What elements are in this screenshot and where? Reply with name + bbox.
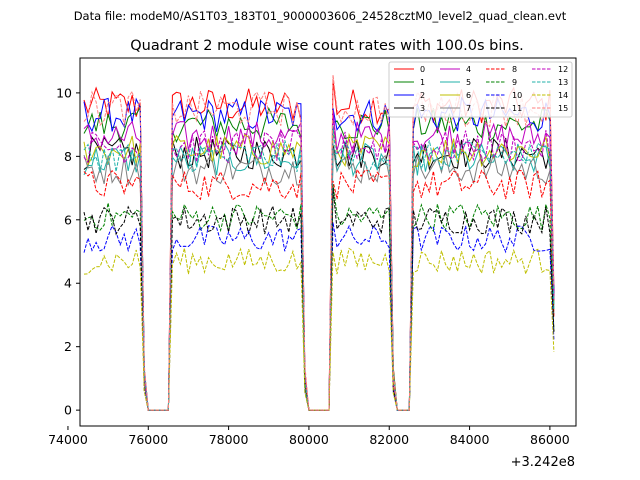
chart-title: Quadrant 2 module wise count rates with … bbox=[130, 38, 524, 54]
legend-label-2: 2 bbox=[420, 91, 425, 100]
legend-label-5: 5 bbox=[466, 78, 471, 87]
x-tick-label: 84000 bbox=[450, 432, 490, 447]
legend-label-11: 11 bbox=[512, 104, 522, 113]
legend-label-12: 12 bbox=[558, 65, 568, 74]
x-tick-label: 74000 bbox=[48, 432, 88, 447]
series-line-5 bbox=[83, 142, 555, 411]
series-line-9 bbox=[83, 184, 555, 411]
legend-label-15: 15 bbox=[558, 104, 568, 113]
legend-label-7: 7 bbox=[466, 104, 471, 113]
series-line-7 bbox=[83, 147, 555, 411]
y-tick-label: 10 bbox=[56, 85, 72, 100]
legend-label-9: 9 bbox=[512, 78, 517, 87]
series-line-8 bbox=[83, 168, 555, 411]
legend-box bbox=[388, 61, 573, 118]
y-tick-label: 2 bbox=[64, 339, 72, 354]
x-offset-label: +3.242e8 bbox=[511, 455, 575, 470]
y-tick-label: 0 bbox=[64, 403, 72, 418]
legend-label-8: 8 bbox=[512, 65, 517, 74]
series-line-6 bbox=[83, 126, 555, 411]
plot-frame bbox=[79, 57, 577, 427]
legend-label-10: 10 bbox=[512, 91, 522, 100]
legend-label-14: 14 bbox=[558, 91, 568, 100]
series-line-4 bbox=[83, 110, 555, 411]
series-line-15 bbox=[83, 74, 555, 411]
x-tick-label: 78000 bbox=[209, 432, 249, 447]
x-tick-label: 82000 bbox=[369, 432, 409, 447]
x-axis: 74000 76000 78000 80000 82000 84000 86000 bbox=[48, 426, 570, 447]
series-line-14 bbox=[83, 247, 555, 411]
series-line-3 bbox=[83, 136, 555, 411]
data-file-label: Data file: modeM0/AS1T03_183T01_90000036… bbox=[74, 9, 567, 23]
series-line-11 bbox=[83, 187, 555, 411]
plot-lines bbox=[83, 74, 555, 411]
y-axis: 0 2 4 6 8 10 bbox=[56, 85, 80, 418]
x-tick-label: 80000 bbox=[289, 432, 329, 447]
legend-label-1: 1 bbox=[420, 78, 425, 87]
y-tick-label: 8 bbox=[64, 149, 72, 164]
series-line-2 bbox=[83, 96, 555, 411]
legend-label-13: 13 bbox=[558, 78, 568, 87]
y-tick-label: 6 bbox=[64, 212, 72, 227]
legend-label-0: 0 bbox=[420, 65, 425, 74]
legend-label-4: 4 bbox=[466, 65, 471, 74]
legend-label-3: 3 bbox=[420, 104, 425, 113]
y-tick-label: 4 bbox=[64, 276, 72, 291]
x-tick-label: 86000 bbox=[530, 432, 570, 447]
legend-label-6: 6 bbox=[466, 91, 471, 100]
series-line-10 bbox=[83, 222, 555, 411]
x-tick-label: 76000 bbox=[128, 432, 168, 447]
